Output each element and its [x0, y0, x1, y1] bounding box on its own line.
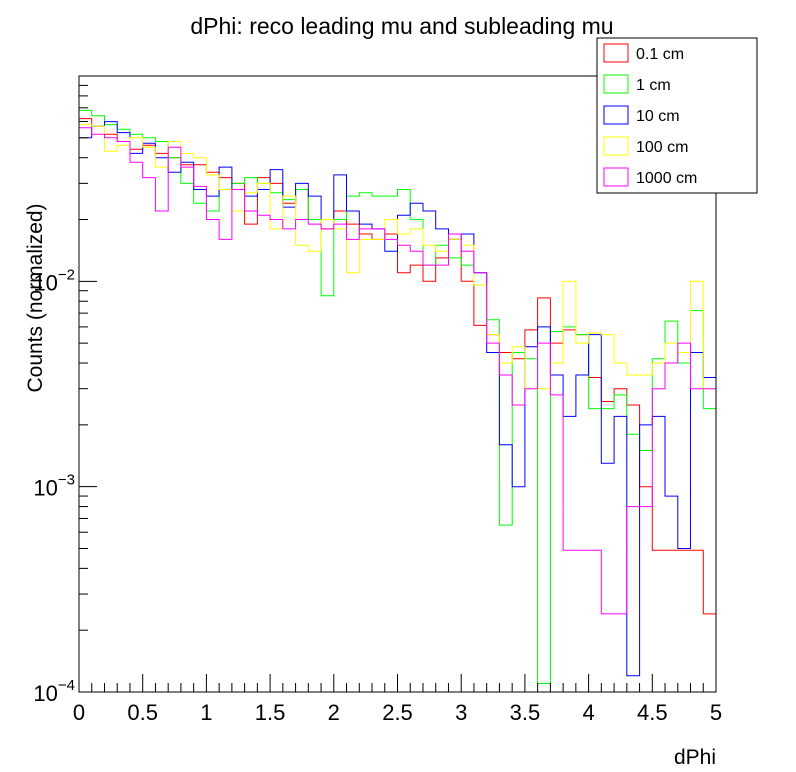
- legend-label: 1 cm: [636, 77, 671, 94]
- x-tick-label: 3: [455, 700, 467, 725]
- y-axis-label: Counts (normalized): [24, 203, 47, 392]
- y-tick-label: 10−4: [33, 677, 75, 706]
- legend-label: 100 cm: [636, 139, 688, 156]
- series-line-4: [79, 127, 716, 615]
- legend-swatch: [603, 43, 629, 63]
- legend: 0.1 cm 1 cm 10 cm 100 cm 1000 cm: [596, 37, 758, 194]
- x-tick-label: 2: [328, 700, 340, 725]
- plot-area: [79, 109, 716, 684]
- legend-label: 10 cm: [636, 108, 680, 125]
- x-tick-label: 0.5: [127, 700, 158, 725]
- legend-swatch: [603, 136, 629, 156]
- x-tick-label: 4.5: [637, 700, 668, 725]
- chart-title: dPhi: reco leading mu and subleading mu: [190, 13, 613, 39]
- x-axis-label: dPhi: [674, 746, 716, 769]
- x-tick-label: 5: [710, 700, 722, 725]
- legend-swatch: [603, 105, 629, 125]
- x-tick-label: 2.5: [382, 700, 413, 725]
- legend-swatch: [603, 74, 629, 94]
- x-tick-label: 1: [200, 700, 212, 725]
- legend-label: 0.1 cm: [636, 46, 684, 63]
- x-tick-label: 0: [73, 700, 85, 725]
- legend-swatch: [603, 167, 629, 187]
- series-line-1: [79, 109, 716, 684]
- series-group: [79, 109, 716, 684]
- x-tick-label: 3.5: [510, 700, 541, 725]
- y-tick-label: 10−3: [33, 472, 75, 501]
- series-line-2: [79, 121, 716, 677]
- axes: 0 0.5 1 1.5 2 2.5 3 3.5 4 4.5 510−410−310−2: [33, 75, 722, 725]
- x-tick-label: 4: [582, 700, 594, 725]
- x-tick-label: 1.5: [255, 700, 286, 725]
- legend-box: [596, 37, 758, 194]
- legend-label: 1000 cm: [636, 170, 697, 187]
